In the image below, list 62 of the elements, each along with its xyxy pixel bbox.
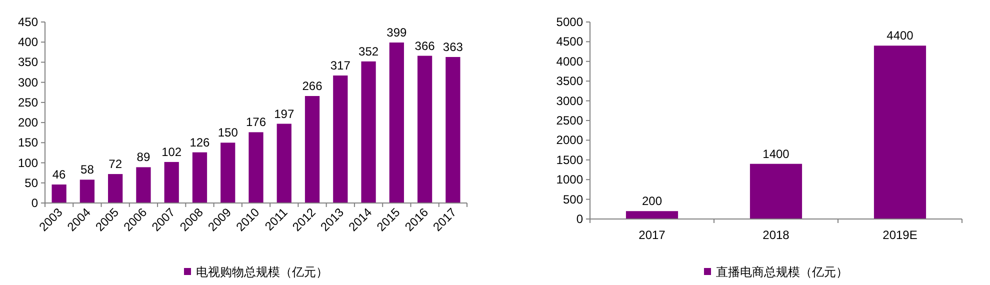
- data-label: 197: [274, 106, 294, 121]
- bar: [417, 56, 432, 203]
- data-label: 46: [52, 168, 66, 182]
- data-label: 126: [190, 135, 210, 150]
- data-label: 1400: [762, 146, 790, 161]
- data-label: 72: [108, 157, 122, 172]
- data-label: 399: [386, 26, 407, 40]
- y-tick-label: 1500: [556, 152, 584, 167]
- y-tick-label: 350: [18, 55, 38, 70]
- bar: [361, 61, 376, 203]
- bar: [304, 96, 320, 203]
- legend-label: 直播电商总规模（亿元）: [716, 265, 848, 279]
- y-tick-label: 0: [576, 212, 584, 226]
- y-tick-label: 1000: [556, 172, 584, 187]
- bar: [248, 132, 264, 203]
- bar: [446, 56, 460, 203]
- y-tick-label: 50: [24, 176, 38, 190]
- data-label: 317: [330, 58, 351, 72]
- x-tick-label: 2019E: [882, 228, 918, 242]
- y-tick-label: 100: [18, 156, 38, 170]
- bar: [136, 167, 151, 203]
- bar: [220, 142, 236, 203]
- bar: [108, 174, 123, 203]
- y-tick-label: 3500: [556, 74, 584, 88]
- y-tick-label: 4500: [556, 34, 584, 49]
- y-tick-label: 200: [18, 116, 38, 130]
- data-label: 366: [414, 38, 436, 53]
- x-tick-label: 2017: [638, 228, 666, 242]
- y-tick-label: 450: [18, 15, 38, 29]
- legend-label: 电视购物总规模（亿元）: [196, 265, 328, 279]
- y-tick-label: 2000: [556, 133, 584, 148]
- bar: [164, 162, 179, 203]
- data-label: 89: [136, 150, 150, 164]
- y-tick-label: 150: [18, 136, 38, 150]
- data-label: 58: [80, 162, 94, 177]
- data-label: 4400: [886, 28, 914, 43]
- bar: [52, 184, 66, 203]
- data-label: 266: [302, 79, 323, 94]
- data-label: 102: [162, 144, 182, 159]
- bar: [276, 124, 292, 203]
- y-tick-label: 250: [18, 95, 38, 110]
- bar: [750, 164, 802, 219]
- bar: [389, 42, 404, 203]
- data-label: 176: [246, 115, 266, 130]
- x-tick-label: 2018: [762, 228, 790, 242]
- data-label: 363: [442, 40, 464, 54]
- bar: [192, 152, 208, 203]
- y-tick-label: 500: [562, 192, 584, 206]
- bar: [626, 211, 678, 219]
- data-label: 200: [642, 194, 662, 208]
- bar: [874, 46, 926, 219]
- data-label: 150: [218, 126, 238, 140]
- y-tick-label: 2500: [556, 114, 584, 128]
- bar: [333, 75, 348, 203]
- y-tick-label: 5000: [556, 15, 584, 29]
- data-label: 352: [358, 44, 379, 58]
- y-tick-label: 300: [18, 75, 38, 90]
- y-tick-label: 4000: [556, 54, 584, 68]
- y-tick-label: 0: [31, 196, 38, 210]
- y-tick-label: 3000: [556, 94, 584, 108]
- bar: [80, 180, 95, 203]
- y-tick-label: 400: [18, 35, 38, 50]
